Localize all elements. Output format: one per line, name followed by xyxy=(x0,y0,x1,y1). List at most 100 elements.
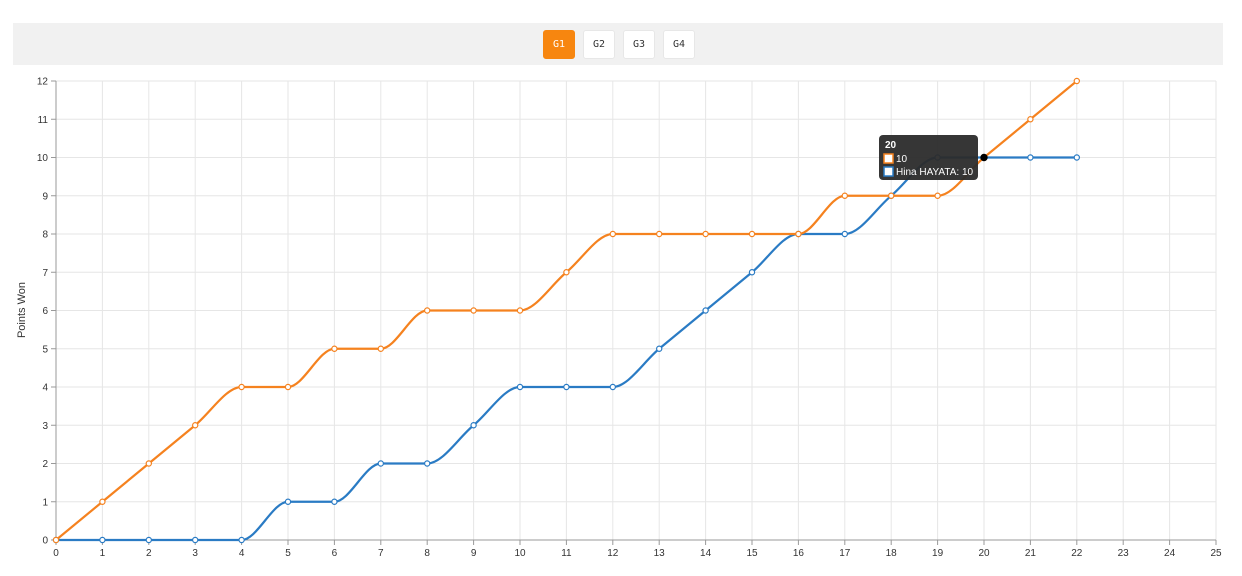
data-point xyxy=(609,230,617,238)
data-point xyxy=(470,422,477,429)
series-orange xyxy=(52,77,1081,544)
data-point xyxy=(563,383,570,391)
data-point xyxy=(516,307,524,314)
tooltip-line-2: Hina HAYATA: 10 xyxy=(896,167,974,178)
y-tick-label: 10 xyxy=(37,153,49,164)
data-point xyxy=(191,422,199,429)
game-tabs: G1 G2 G3 G4 xyxy=(543,30,695,59)
y-tick-label: 6 xyxy=(42,306,48,317)
data-point xyxy=(1027,116,1034,123)
data-point xyxy=(702,307,709,314)
chart-grid xyxy=(55,80,1217,541)
data-point xyxy=(563,269,570,276)
data-point xyxy=(52,536,60,544)
x-tick-label: 11 xyxy=(561,548,572,559)
data-point xyxy=(609,383,617,391)
data-point xyxy=(888,192,895,199)
data-point xyxy=(145,460,152,467)
x-tick-label: 3 xyxy=(192,548,198,559)
data-point xyxy=(238,383,245,391)
y-axis-label: Points Won xyxy=(16,282,28,338)
hover-point xyxy=(980,153,988,162)
tab-g4[interactable]: G4 xyxy=(663,30,695,59)
x-tick-label: 9 xyxy=(471,548,477,559)
data-point xyxy=(841,192,849,199)
data-point xyxy=(331,498,338,505)
y-tick-label: 0 xyxy=(42,536,48,547)
data-point xyxy=(748,230,756,238)
game-tab-bar xyxy=(13,23,1223,65)
data-point xyxy=(656,230,663,238)
y-tick-label: 2 xyxy=(42,459,48,470)
series-layer xyxy=(52,77,1081,544)
x-tick-label: 25 xyxy=(1210,548,1222,559)
chart-axes xyxy=(51,80,1217,545)
tab-g2[interactable]: G2 xyxy=(583,30,615,59)
data-point xyxy=(934,192,941,199)
data-point xyxy=(238,536,245,544)
x-tick-label: 24 xyxy=(1164,548,1176,559)
x-tick-label: 1 xyxy=(100,548,106,559)
data-point xyxy=(1073,77,1081,85)
data-point xyxy=(795,230,802,238)
data-point xyxy=(284,498,292,505)
y-tick-label: 5 xyxy=(42,344,48,355)
x-tick-label: 10 xyxy=(514,548,526,559)
y-tick-label: 3 xyxy=(42,421,48,432)
x-tick-label: 14 xyxy=(700,548,712,559)
data-point xyxy=(145,536,152,544)
tooltip-swatch-orange xyxy=(883,153,894,164)
data-point xyxy=(99,498,106,505)
data-point xyxy=(470,307,477,314)
data-point xyxy=(1027,154,1034,161)
x-tick-label: 23 xyxy=(1118,548,1130,559)
x-tick-label: 16 xyxy=(793,548,805,559)
x-tick-labels: 0 1 2 3 4 5 6 7 8 9 10 11 12 13 14 15 16 17 18 19 20 21 22 23 24… xyxy=(53,548,1222,559)
x-tick-label: 20 xyxy=(978,548,990,559)
x-tick-label: 2 xyxy=(146,548,152,559)
y-tick-label: 7 xyxy=(42,268,48,279)
y-tick-label: 12 xyxy=(37,77,49,88)
data-point xyxy=(377,460,384,467)
x-tick-label: 13 xyxy=(654,548,666,559)
data-point xyxy=(702,230,709,238)
x-tick-label: 7 xyxy=(378,548,384,559)
y-tick-label: 4 xyxy=(42,383,48,394)
x-tick-label: 22 xyxy=(1071,548,1083,559)
x-tick-label: 0 xyxy=(53,548,59,559)
x-tick-label: 21 xyxy=(1025,548,1037,559)
tooltip-swatch-blue xyxy=(883,166,894,177)
y-tick-label: 9 xyxy=(42,191,48,202)
data-point xyxy=(424,460,431,467)
x-tick-label: 4 xyxy=(239,548,245,559)
data-point xyxy=(1073,154,1081,161)
x-tick-label: 19 xyxy=(932,548,944,559)
tab-g3[interactable]: G3 xyxy=(623,30,655,59)
tab-g1[interactable]: G1 xyxy=(543,30,575,59)
data-point xyxy=(424,307,431,314)
data-point xyxy=(191,536,199,544)
y-tick-label: 1 xyxy=(42,497,48,508)
data-point xyxy=(516,383,524,391)
x-tick-label: 17 xyxy=(839,548,851,559)
data-point xyxy=(748,269,756,276)
x-tick-label: 12 xyxy=(607,548,619,559)
x-tick-label: 5 xyxy=(285,548,291,559)
x-tick-label: 15 xyxy=(746,548,758,559)
data-point xyxy=(284,383,292,391)
data-point xyxy=(841,230,849,238)
y-tick-label: 8 xyxy=(42,230,48,241)
y-tick-label: 11 xyxy=(38,115,49,126)
tooltip-title: 20 xyxy=(885,140,897,151)
data-point xyxy=(99,536,106,544)
x-tick-label: 18 xyxy=(886,548,898,559)
x-tick-label: 6 xyxy=(332,548,338,559)
data-point xyxy=(377,345,384,352)
data-point xyxy=(331,345,338,352)
tooltip-line-1: 10 xyxy=(896,154,908,165)
tooltip-background xyxy=(879,135,978,180)
chart-tooltip: 20 10 Hina HAYATA: 10 xyxy=(879,135,978,180)
data-point xyxy=(656,345,663,352)
